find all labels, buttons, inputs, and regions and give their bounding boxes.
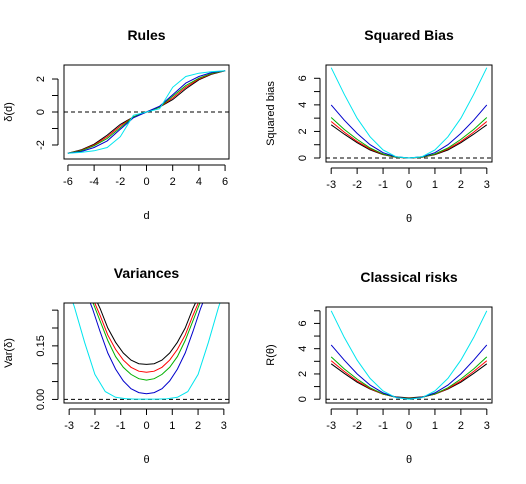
x-tick-label: -1 [116,420,126,432]
y-tick-label: 0 [35,109,47,115]
y-axis-label: δ(d) [3,102,15,122]
plot-frame [325,306,493,404]
x-tick-label: -2 [352,179,362,191]
y-tick-label: 0.15 [35,335,47,356]
plot-area [326,310,492,400]
x-tick-label: 0 [143,420,149,432]
x-tick-label: -6 [63,176,73,188]
series-line-3 [330,117,488,159]
x-tick-label: 4 [196,176,202,188]
y-tick-label: -2 [35,140,47,150]
series-line-3 [330,356,488,400]
x-tick-label: 0 [143,176,149,188]
y-tick-label: 0 [297,396,309,402]
plot-frame [63,64,230,160]
plot-area [326,67,492,159]
series-line-1 [330,363,488,399]
series-line-3 [92,303,201,381]
series-line-5 [72,303,221,400]
series-line-2 [94,303,199,373]
y-axis-label: R(θ) [265,344,277,365]
x-tick-label: -4 [89,176,99,188]
y-axis-label: Squared bias [265,81,277,146]
plot-area [64,303,229,400]
x-tick-label: -2 [115,176,125,188]
series-line-2 [330,121,488,159]
series-line-4 [330,344,488,400]
panel-classical-risks: Classical risks -3 -2 -1 0 1 2 3 0 2 4 6 θ R(θ) [265,269,493,466]
x-tick-label: 0 [406,420,412,432]
x-tick-label: -2 [90,420,100,432]
y-tick-label: 4 [297,346,309,352]
x-tick-label: 1 [432,179,438,191]
y-tick-label: 6 [297,75,309,81]
panel-rules: Rules -6 -4 -2 0 2 4 6 -2 0 2 d δ(d) [3,27,230,222]
x-tick-label: -1 [378,420,388,432]
y-tick-label: 6 [297,320,309,326]
series-line-5 [67,70,226,154]
y-tick-label: 0 [297,155,309,161]
x-tick-label: 3 [484,179,490,191]
panel-title: Variances [114,265,180,281]
x-axis-label: θ [406,454,412,466]
x-axis-label: d [143,210,149,222]
plot-area [64,70,229,154]
x-tick-label: 2 [170,176,176,188]
series-line-1 [330,124,488,159]
x-tick-label: -3 [64,420,74,432]
y-tick-label: 0.00 [35,389,47,410]
panel-title: Rules [127,27,165,43]
x-tick-label: 6 [222,176,228,188]
x-tick-label: -3 [326,179,336,191]
x-tick-label: 2 [458,179,464,191]
x-tick-label: -1 [378,179,388,191]
plot-frame [325,64,493,163]
series-line-4 [89,303,204,395]
y-tick-label: 2 [297,128,309,134]
y-tick-label: 2 [35,76,47,82]
x-tick-label: 2 [195,420,201,432]
plot-frame [63,302,230,404]
panel-squared-bias: Squared Bias -3 -2 -1 0 1 2 3 0 2 4 6 θ Squared bias [265,27,493,225]
y-axis-label: Var(δ) [3,338,15,368]
series-line-2 [330,360,488,399]
panel-variances: Variances -3 -2 -1 0 1 2 3 0.00 0.15 θ Var(δ) [3,265,230,466]
panel-title: Squared Bias [364,27,454,43]
series-line-1 [96,303,197,365]
x-tick-label: 0 [406,179,412,191]
x-axis-label: θ [406,213,412,225]
y-tick-label: 2 [297,371,309,377]
x-tick-label: 1 [432,420,438,432]
y-tick-label: 4 [297,102,309,108]
series-line-5 [330,310,488,400]
x-tick-label: -3 [326,420,336,432]
series-line-5 [330,67,488,159]
x-tick-label: 2 [458,420,464,432]
x-tick-label: 3 [484,420,490,432]
x-tick-label: -2 [352,420,362,432]
x-tick-label: 1 [169,420,175,432]
panel-title: Classical risks [360,269,458,285]
x-axis-label: θ [143,454,149,466]
x-tick-label: 3 [221,420,227,432]
